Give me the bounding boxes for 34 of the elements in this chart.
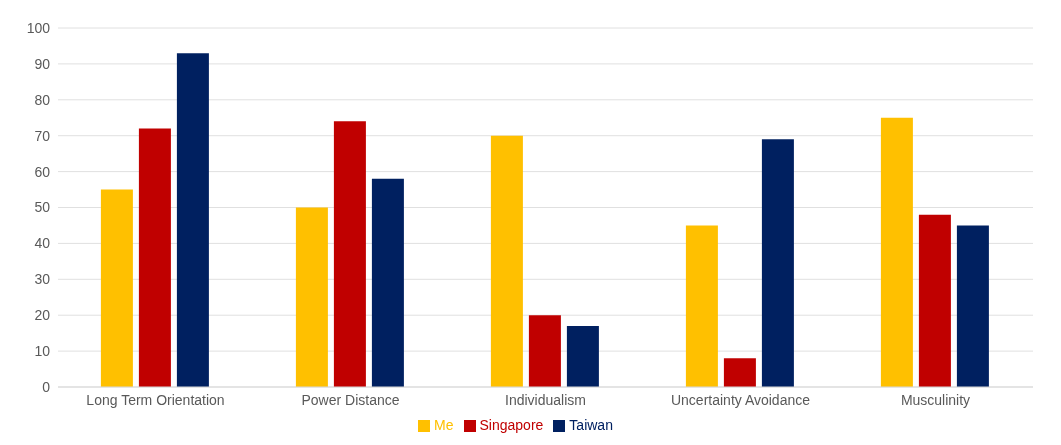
bar bbox=[176, 53, 209, 387]
legend-label: Me bbox=[434, 417, 454, 433]
y-tick-label: 70 bbox=[34, 127, 51, 144]
legend-label: Taiwan bbox=[569, 417, 613, 433]
x-tick-label: Power Distance bbox=[301, 391, 400, 408]
y-tick-label: 0 bbox=[42, 378, 51, 395]
bar bbox=[333, 121, 366, 387]
x-tick-label: Musculinity bbox=[900, 391, 971, 408]
bar bbox=[100, 189, 133, 387]
y-tick-label: 50 bbox=[34, 199, 51, 216]
bar bbox=[761, 139, 794, 387]
x-tick-label: Long Term Orientation bbox=[86, 391, 225, 408]
y-tick-label: 80 bbox=[34, 91, 51, 108]
bar bbox=[685, 225, 718, 387]
y-tick-label: 100 bbox=[26, 19, 51, 36]
bar bbox=[880, 117, 913, 387]
y-tick-label: 20 bbox=[34, 307, 51, 324]
y-tick-label: 30 bbox=[34, 271, 51, 288]
bar bbox=[723, 358, 756, 387]
x-tick-label: Uncertainty Avoidance bbox=[670, 391, 811, 408]
y-tick-label: 90 bbox=[34, 55, 51, 72]
legend-label: Singapore bbox=[479, 417, 544, 433]
bar bbox=[918, 214, 951, 387]
y-tick-label: 60 bbox=[34, 163, 51, 180]
bar bbox=[295, 207, 328, 387]
bar bbox=[566, 325, 599, 387]
bar bbox=[371, 178, 404, 387]
bar bbox=[956, 225, 989, 387]
y-tick-label: 10 bbox=[34, 343, 51, 360]
x-tick-label: Individualism bbox=[505, 391, 586, 408]
bar bbox=[490, 135, 523, 387]
y-tick-label: 40 bbox=[34, 235, 51, 252]
bar bbox=[528, 315, 561, 387]
bar bbox=[138, 128, 171, 387]
